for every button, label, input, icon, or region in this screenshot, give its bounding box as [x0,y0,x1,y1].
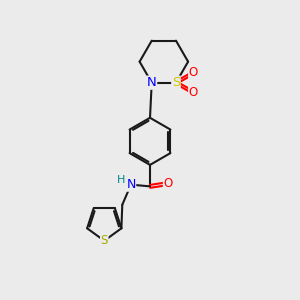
Text: S: S [172,76,180,89]
Text: N: N [126,178,136,191]
Text: O: O [189,86,198,99]
Text: S: S [100,234,108,247]
Text: O: O [189,67,198,80]
Text: H: H [117,176,125,185]
Text: N: N [147,76,157,89]
Text: O: O [164,177,172,190]
